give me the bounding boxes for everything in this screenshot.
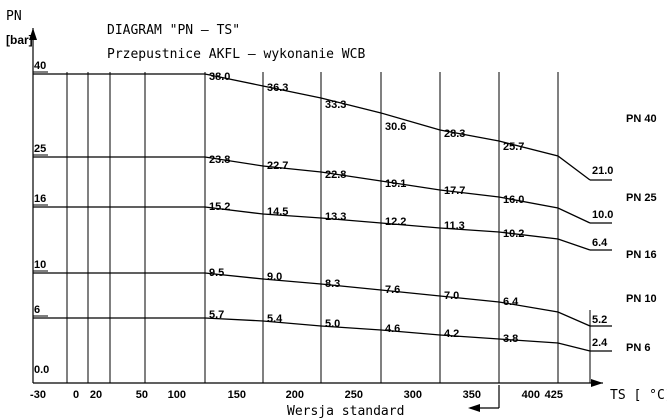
- data-label: 7.6: [385, 284, 400, 296]
- data-label: 30.6: [385, 121, 406, 133]
- data-label: 8.3: [325, 278, 340, 290]
- x-tick-label: 300: [404, 389, 422, 401]
- grid: [32, 72, 591, 383]
- series-lines: [33, 73, 612, 352]
- data-label: 10.0: [592, 209, 613, 221]
- y-tick-label: 0.0: [34, 364, 49, 376]
- x-tick-label: -30: [30, 389, 46, 401]
- data-label: 4.2: [444, 328, 459, 340]
- pointer-arrow-icon: [468, 404, 480, 412]
- series-line: [33, 317, 591, 352]
- data-label: 17.7: [444, 185, 465, 197]
- data-label: 15.2: [209, 201, 230, 213]
- x-axis-label: TS [ °C]: [610, 388, 667, 403]
- axes: -30 0 20 50 100 150 200 250 300 350 400 425 40 25 16 10…: [29, 28, 603, 412]
- x-axis-arrow-icon: [591, 379, 603, 387]
- data-label: 33.3: [325, 99, 346, 111]
- series-line: [33, 206, 591, 251]
- y-axis-arrow-icon: [29, 28, 37, 40]
- data-label: 23.8: [209, 154, 230, 166]
- data-label: 14.5: [267, 206, 288, 218]
- data-label: 13.3: [325, 211, 346, 223]
- data-label: 4.6: [385, 323, 400, 335]
- data-label: 5.0: [325, 318, 340, 330]
- series-name-label: PN 16: [626, 249, 657, 261]
- data-label: 3.8: [503, 333, 518, 345]
- y-tick-label: 6: [34, 304, 40, 316]
- series-line: [33, 73, 591, 181]
- y-tick-label: 16: [34, 193, 46, 205]
- series-name-label: PN 25: [626, 192, 657, 204]
- data-label: 16.0: [503, 194, 524, 206]
- data-label: 10.2: [503, 228, 524, 240]
- y-tick-label: 25: [34, 143, 46, 155]
- chart-subtitle: Przepustnice AKFL – wykonanie WCB: [107, 47, 365, 62]
- data-label: 6.4: [592, 237, 608, 249]
- series-name-label: PN 40: [626, 113, 657, 125]
- x-tick-label: 400: [522, 389, 540, 401]
- series-name-label: PN 10: [626, 293, 657, 305]
- footer-label: Wersja standard: [287, 404, 404, 419]
- x-tick-label: 350: [463, 389, 481, 401]
- x-tick-label: 250: [345, 389, 363, 401]
- data-label: 9.0: [267, 271, 282, 283]
- data-label: 5.2: [592, 314, 607, 326]
- y-tick-label: 10: [34, 259, 46, 271]
- x-tick-label: 0: [73, 389, 79, 401]
- y-axis-label-pn: PN: [6, 9, 22, 24]
- data-label: 5.4: [267, 313, 283, 325]
- x-tick-label: 100: [168, 389, 186, 401]
- series-line: [33, 156, 591, 224]
- data-label: 21.0: [592, 165, 613, 177]
- data-label: 7.0: [444, 290, 459, 302]
- data-label: 28.3: [444, 128, 465, 140]
- data-label: 11.3: [444, 220, 465, 232]
- data-label: 36.3: [267, 82, 288, 94]
- x-tick-label: 425: [545, 389, 563, 401]
- data-labels: 38.0 36.3 33.3 30.6 28.3 25.7 21.0 PN 40 23.8 22.…: [209, 71, 657, 354]
- x-tick-label: 200: [286, 389, 304, 401]
- x-tick-label: 20: [90, 389, 102, 401]
- data-label: 12.2: [385, 216, 406, 228]
- data-label: 6.4: [503, 296, 519, 308]
- data-label: 2.4: [592, 337, 608, 349]
- series-name-label: PN 6: [626, 342, 650, 354]
- data-label: 5.7: [209, 309, 224, 321]
- y-axis-label-unit: [bar]: [6, 33, 33, 47]
- data-label: 19.1: [385, 178, 406, 190]
- chart-title: DIAGRAM "PN – TS": [107, 23, 240, 38]
- data-label: 22.8: [325, 169, 346, 181]
- data-label: 9.5: [209, 267, 224, 279]
- x-tick-label: 50: [136, 389, 148, 401]
- y-tick-label: 40: [34, 60, 46, 72]
- data-label: 38.0: [209, 71, 230, 83]
- data-label: 22.7: [267, 160, 288, 172]
- data-label: 25.7: [503, 141, 524, 153]
- series-line: [33, 272, 591, 327]
- x-tick-label: 150: [228, 389, 246, 401]
